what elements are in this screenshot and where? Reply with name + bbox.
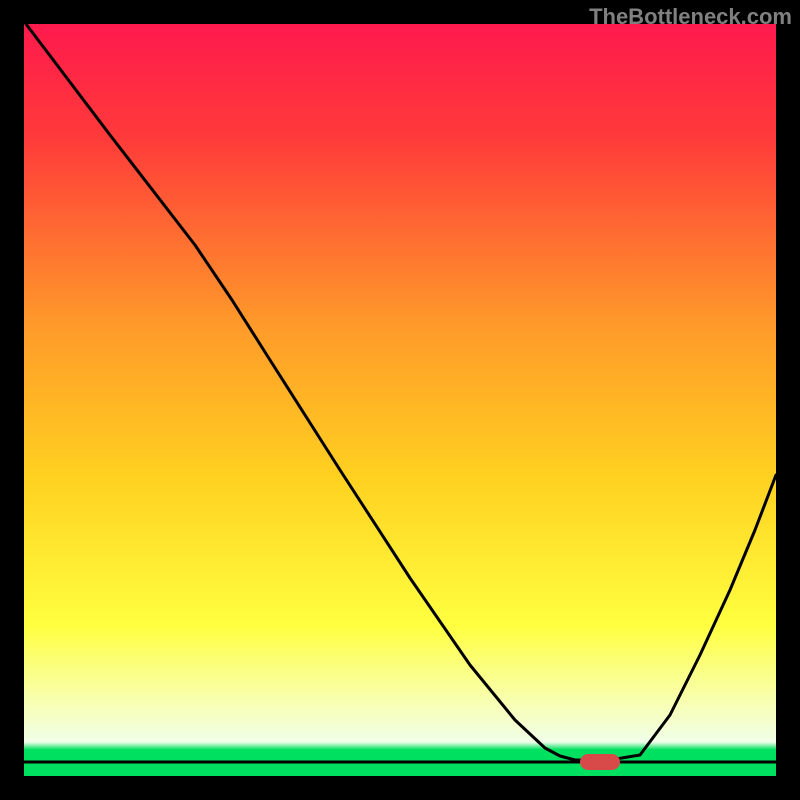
watermark-text: TheBottleneck.com [589, 4, 792, 30]
bottleneck-chart: TheBottleneck.com [0, 0, 800, 800]
chart-svg [0, 0, 800, 800]
gradient-background [24, 24, 776, 776]
optimal-marker [580, 754, 620, 770]
